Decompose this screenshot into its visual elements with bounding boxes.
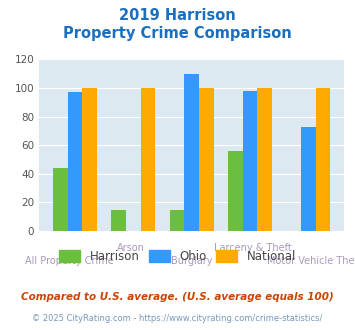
Text: Compared to U.S. average. (U.S. average equals 100): Compared to U.S. average. (U.S. average … xyxy=(21,292,334,302)
Bar xyxy=(199,88,214,231)
Bar xyxy=(111,210,126,231)
Bar xyxy=(228,151,243,231)
Text: Property Crime Comparison: Property Crime Comparison xyxy=(63,26,292,41)
Bar xyxy=(141,88,155,231)
Text: All Property Crime: All Property Crime xyxy=(25,256,114,266)
Text: 2019 Harrison: 2019 Harrison xyxy=(119,8,236,23)
Text: Burglary: Burglary xyxy=(171,256,212,266)
Bar xyxy=(316,88,331,231)
Text: Arson: Arson xyxy=(117,243,144,252)
Bar xyxy=(82,88,97,231)
Text: Motor Vehicle Theft: Motor Vehicle Theft xyxy=(267,256,355,266)
Bar xyxy=(301,127,316,231)
Text: © 2025 CityRating.com - https://www.cityrating.com/crime-statistics/: © 2025 CityRating.com - https://www.city… xyxy=(32,314,323,323)
Bar xyxy=(67,92,82,231)
Bar xyxy=(243,91,257,231)
Text: Larceny & Theft: Larceny & Theft xyxy=(214,243,292,252)
Bar xyxy=(257,88,272,231)
Bar xyxy=(170,210,184,231)
Bar xyxy=(184,74,199,231)
Legend: Harrison, Ohio, National: Harrison, Ohio, National xyxy=(59,250,296,263)
Bar xyxy=(53,168,67,231)
